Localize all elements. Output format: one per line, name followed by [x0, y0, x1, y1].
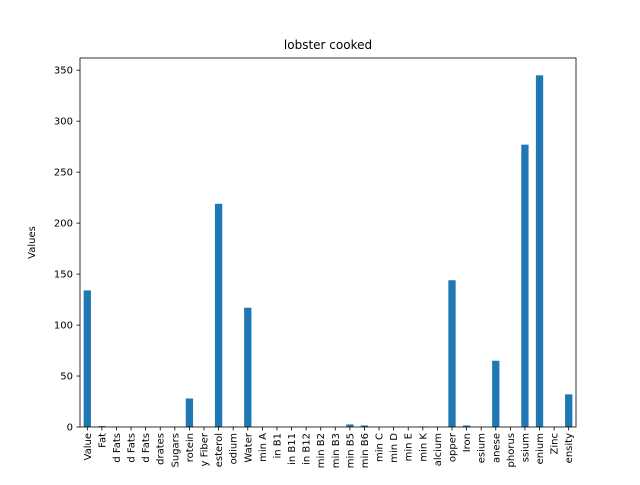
y-axis-label: Values: [27, 226, 38, 259]
x-tick-label: anese: [491, 433, 502, 463]
x-tick-label: min K: [418, 433, 429, 462]
x-tick-label: min B6: [360, 433, 371, 468]
bar-28: [492, 361, 499, 427]
x-tick-label: d Fats: [127, 433, 138, 463]
x-tick-label: Value: [83, 433, 94, 460]
y-tick-label: 0: [67, 423, 73, 434]
x-tick-label: min B5: [345, 433, 356, 468]
y-tick-label: 50: [60, 372, 73, 383]
y-tick-label: 300: [54, 117, 73, 128]
x-tick-label: Water: [243, 432, 254, 462]
x-tick-label: esium: [477, 433, 488, 463]
x-tick-label: in B11: [287, 433, 298, 465]
bar-7: [186, 398, 193, 427]
x-tick-label: opper: [448, 432, 459, 462]
x-tick-label: d Fats: [112, 433, 123, 463]
x-tick-label: Iron: [462, 433, 473, 452]
x-tick-label: min A: [258, 433, 269, 462]
x-tick-label: phorus: [506, 433, 517, 467]
y-tick-label: 250: [54, 168, 73, 179]
bar-31: [536, 75, 543, 427]
bar-33: [565, 394, 572, 427]
x-tick-label: d Fats: [141, 433, 152, 463]
y-tick-label: 200: [54, 219, 73, 230]
x-tick-label: drates: [156, 433, 167, 465]
x-tick-label: Zinc: [550, 433, 561, 454]
x-tick-label: enium: [535, 433, 546, 464]
x-tick-label: alcium: [433, 433, 444, 466]
x-tick-label: min B2: [316, 433, 327, 468]
x-tick-label: odium: [229, 433, 240, 464]
bar-25: [448, 280, 455, 427]
bar-30: [521, 145, 528, 427]
x-tick-label: Sugars: [170, 433, 181, 467]
y-tick-label: 150: [54, 270, 73, 281]
x-tick-label: y Fiber: [200, 432, 211, 466]
x-tick-label: Fat: [97, 433, 108, 448]
chart-title: lobster cooked: [284, 38, 372, 52]
x-tick-label: in B1: [272, 433, 283, 459]
x-tick-label: esterol: [214, 433, 225, 467]
x-tick-label: ssium: [520, 433, 531, 462]
y-tick-label: 350: [54, 66, 73, 77]
y-tick-label: 100: [54, 321, 73, 332]
x-tick-label: ensity: [564, 433, 575, 463]
bar-11: [244, 308, 251, 427]
bar-9: [215, 204, 222, 427]
x-tick-label: min E: [404, 433, 415, 461]
bar-0: [84, 290, 91, 427]
x-tick-label: min D: [389, 433, 400, 463]
x-tick-label: min C: [375, 433, 386, 462]
x-tick-label: min B3: [331, 433, 342, 468]
x-tick-label: rotein: [185, 433, 196, 462]
x-tick-label: in B12: [302, 433, 313, 465]
